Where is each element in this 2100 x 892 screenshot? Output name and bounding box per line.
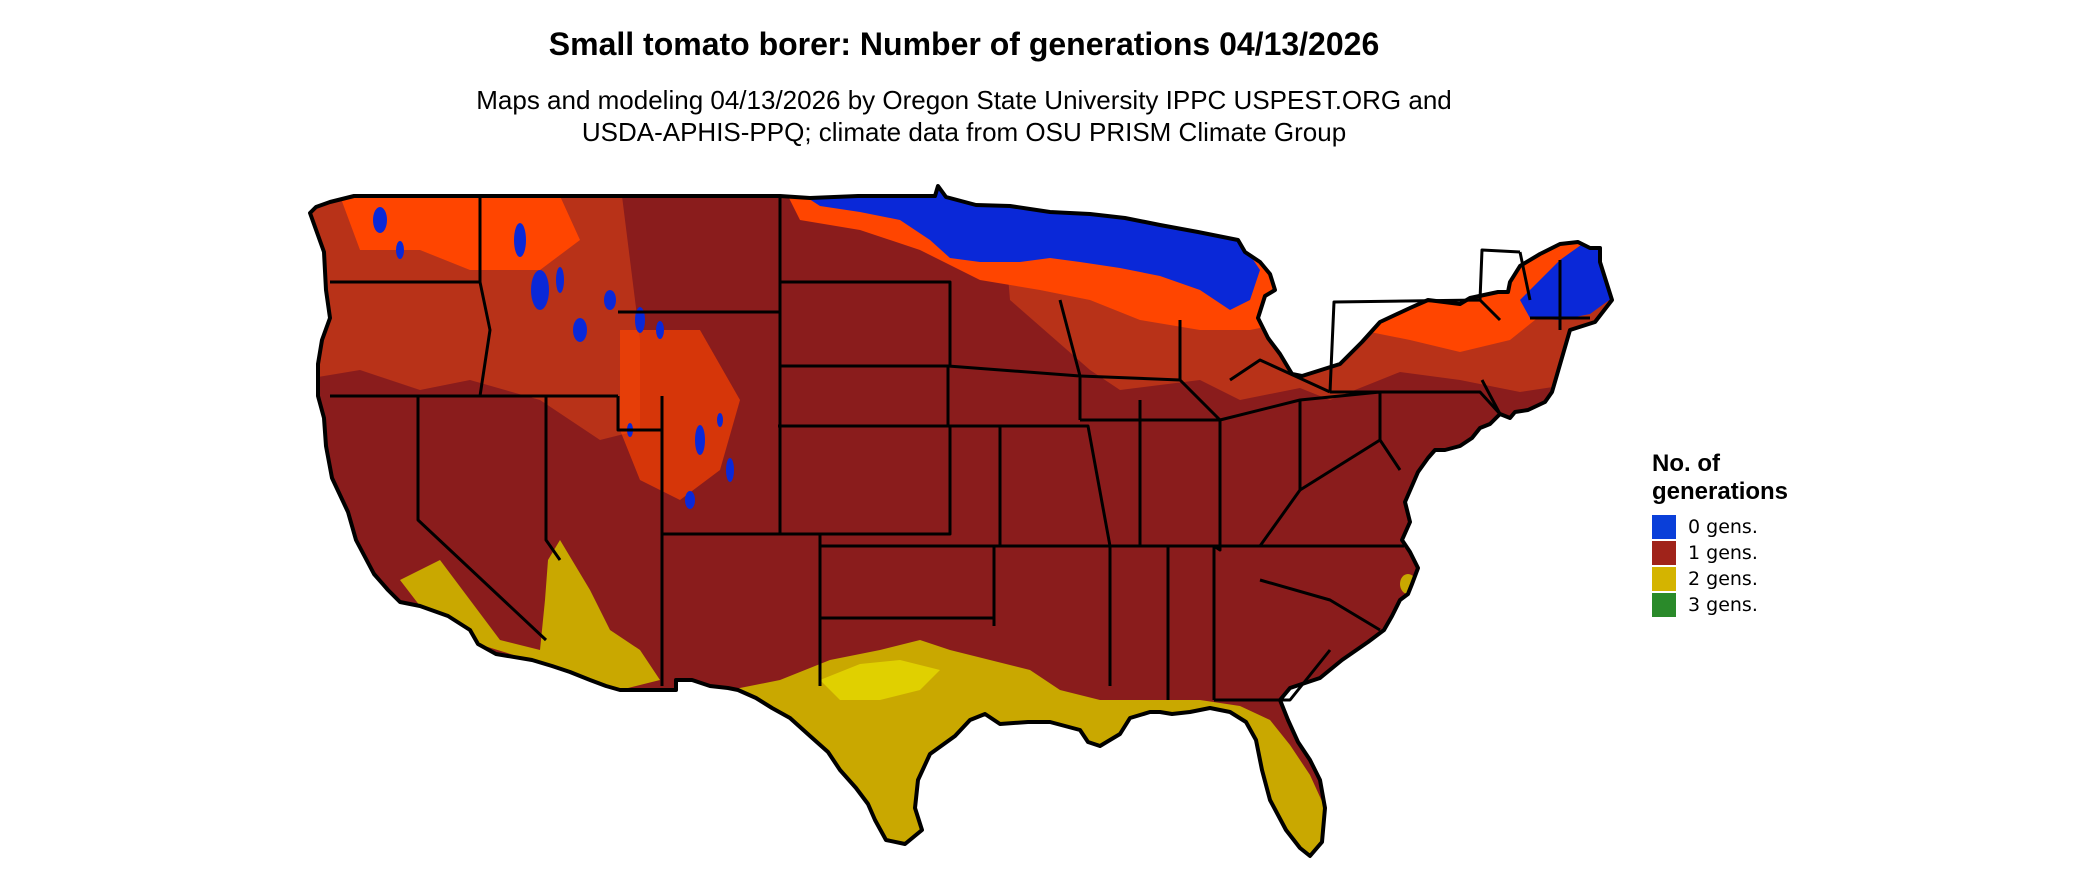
map-title: Small tomato borer: Number of generation…: [548, 26, 1380, 62]
region-0-gen-mountain-8: [656, 321, 664, 339]
region-0-gen-great-lakes: [780, 186, 1260, 310]
region-0-gen-mountain-9: [573, 318, 587, 342]
state-border-37: [1518, 251, 1532, 301]
state-border-33: [1259, 578, 1381, 632]
region-3-gen-south-florida: [1288, 870, 1312, 882]
region-0-gen-mountain-13: [717, 413, 723, 427]
state-border-19: [1000, 424, 1112, 547]
map-subtitle: Maps and modeling 04/13/2026 by Oregon S…: [0, 84, 1928, 148]
region-0-gen-mountain-5: [556, 267, 564, 293]
legend-label-1-gens: 1 gens.: [1688, 542, 1758, 564]
state-border-7: [616, 396, 662, 432]
legend-title-line-1: No. of: [1652, 450, 1720, 477]
legend-item-1-gens: 1 gens.: [1652, 540, 1788, 566]
legend-swatch-2-gens: [1652, 567, 1676, 591]
region-0-gen-mountain-4: [531, 270, 549, 310]
legend-label-0-gens: 0 gens.: [1688, 516, 1758, 538]
state-border-31: [1299, 438, 1402, 492]
legend-title-line-2: generations: [1652, 478, 1789, 505]
region-0-gen-mountain-11: [726, 458, 734, 482]
legend-label-2-gens: 2 gens.: [1688, 568, 1758, 590]
state-border-32: [1214, 649, 1332, 702]
subtitle-line-2: USDA-APHIS-PPQ; climate data from OSU PR…: [581, 117, 1347, 147]
state-border-4: [416, 396, 548, 642]
region-0-gen-maine: [1520, 240, 1612, 320]
state-border-40: [1480, 379, 1502, 415]
state-border-36: [1478, 248, 1521, 301]
legend-title: No. of generations: [1652, 450, 1788, 506]
legend-swatch-1-gens: [1652, 541, 1676, 565]
subtitle-line-1: Maps and modeling 04/13/2026 by Oregon S…: [476, 85, 1452, 115]
state-border-23: [1138, 400, 1220, 422]
state-border-20: [1058, 299, 1082, 377]
legend-item-3-gens: 3 gens.: [1652, 592, 1788, 618]
state-border-43: [1229, 358, 1331, 394]
state-border-9: [778, 312, 822, 686]
region-0-gen-mountain-2: [396, 241, 404, 259]
state-border-35: [1328, 298, 1502, 393]
region-0-gen-mountain-6: [604, 290, 616, 310]
state-border-2: [478, 281, 492, 397]
state-border-13: [780, 280, 952, 366]
state-border-34: [1330, 390, 1502, 416]
region-2-gen-texas-light: [820, 660, 940, 700]
region-0-gen-mountain-10: [695, 425, 705, 455]
state-border-11: [778, 424, 952, 536]
region-2-gen-southwest: [400, 540, 660, 690]
region-0-gen-mountain-1: [373, 207, 387, 233]
legend-swatch-3-gens: [1652, 593, 1676, 617]
state-border-5: [544, 396, 562, 561]
region-1-gen-rockies: [620, 330, 740, 500]
legend-item-0-gens: 0 gens.: [1652, 514, 1788, 540]
legend-items: 0 gens. 1 gens. 2 gens. 3 gens.: [1652, 514, 1788, 618]
legend: No. of generations 0 gens. 1 gens. 2 gen…: [1652, 450, 1788, 618]
state-border-14: [818, 534, 996, 626]
region-0-gen-mountain-3: [514, 223, 526, 257]
state-border-29: [1258, 489, 1302, 547]
legend-label-3-gens: 3 gens.: [1688, 594, 1758, 616]
legend-item-2-gens: 2 gens.: [1652, 566, 1788, 592]
region-0-gen-mountain-12: [685, 491, 695, 509]
legend-swatch-0-gens: [1652, 515, 1676, 539]
